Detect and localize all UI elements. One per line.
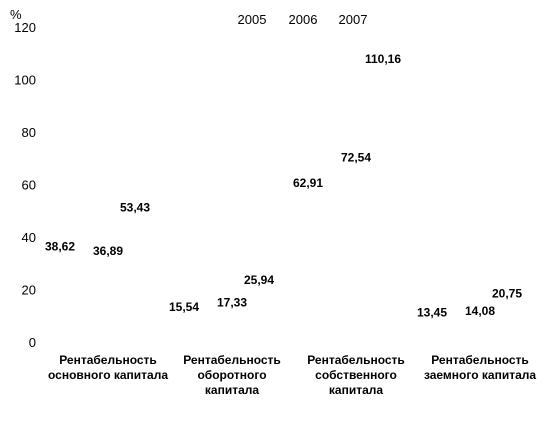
category-label: капитала bbox=[205, 383, 259, 397]
category-label: оборотного bbox=[197, 368, 266, 382]
data-label: 17,33 bbox=[217, 296, 247, 310]
y-axis-ticks: 0 20 40 60 80 100 120 bbox=[14, 20, 36, 350]
data-label: 38,62 bbox=[45, 240, 75, 254]
category-label: Рентабельность bbox=[183, 353, 281, 367]
data-label: 14,08 bbox=[465, 304, 495, 318]
y-tick-label: 40 bbox=[22, 230, 36, 245]
legend: 2005 2006 2007 bbox=[238, 12, 368, 27]
data-label: 110,16 bbox=[365, 52, 401, 66]
category-label: заемного капитала bbox=[424, 368, 536, 382]
category-label: собственного bbox=[315, 368, 397, 382]
y-tick-label: 0 bbox=[29, 335, 36, 350]
legend-entry: 2007 bbox=[339, 12, 368, 27]
category-label: основного капитала bbox=[48, 368, 168, 382]
data-label: 13,45 bbox=[417, 306, 447, 320]
category-label: Рентабельность bbox=[431, 353, 529, 367]
y-tick-label: 60 bbox=[22, 178, 36, 193]
data-label: 53,43 bbox=[120, 201, 150, 215]
data-label: 62,91 bbox=[293, 176, 323, 190]
data-label: 25,94 bbox=[244, 273, 274, 287]
y-axis-unit: % bbox=[10, 7, 22, 22]
legend-entry: 2005 bbox=[238, 12, 267, 27]
data-label: 20,75 bbox=[492, 287, 522, 301]
y-tick-label: 80 bbox=[22, 125, 36, 140]
y-tick-label: 20 bbox=[22, 283, 36, 298]
y-tick-label: 120 bbox=[14, 20, 36, 35]
legend-entry: 2006 bbox=[289, 12, 318, 27]
data-labels: 38,62 15,54 62,91 13,45 36,89 17,33 72,54 14,08… bbox=[45, 52, 522, 320]
category-label: Рентабельность bbox=[307, 353, 405, 367]
category-label: Рентабельность bbox=[59, 353, 157, 367]
y-tick-label: 100 bbox=[14, 73, 36, 88]
data-label: 36,89 bbox=[93, 244, 123, 258]
category-label: капитала bbox=[329, 383, 383, 397]
data-label: 72,54 bbox=[341, 151, 371, 165]
data-label: 15,54 bbox=[169, 300, 199, 314]
